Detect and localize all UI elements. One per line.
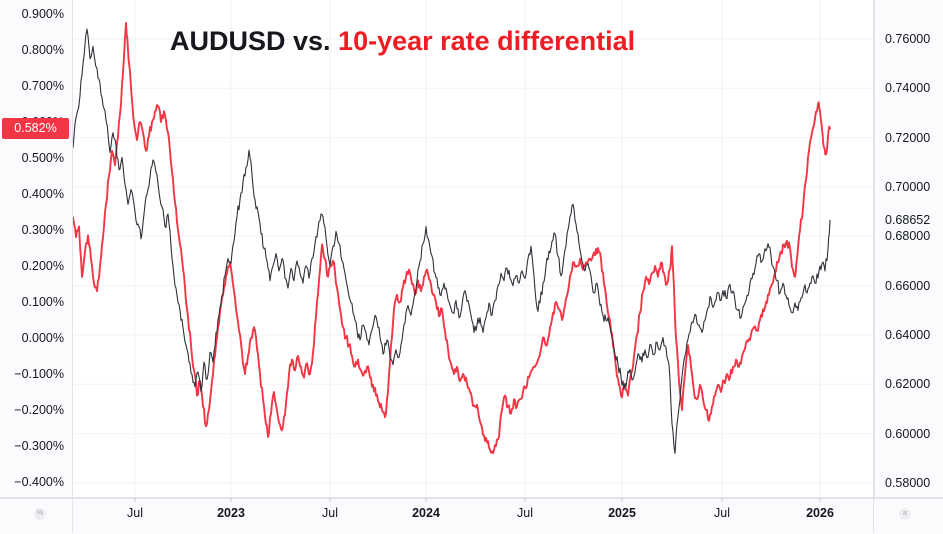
left-axis-tick-label: 0.700% — [21, 79, 64, 93]
left-axis-tick-label: 0.900% — [21, 7, 64, 21]
right-axis-tick-label: 0.76000 — [885, 32, 931, 46]
right-axis-settings-icon[interactable]: a — [899, 508, 911, 520]
right-axis-tick-label: 0.58000 — [885, 476, 931, 490]
left-axis-tick-label: −0.200% — [14, 403, 64, 417]
differential-line — [72, 22, 831, 455]
audusd-last-price-label: 0.68652 — [885, 213, 931, 227]
left-axis-tick-label: −0.300% — [14, 439, 64, 453]
title-differential-text: 10-year rate differential — [338, 26, 636, 56]
right-axis-tick-label: 0.68000 — [885, 229, 931, 243]
audusd-line — [72, 28, 831, 454]
left-axis-settings-icon[interactable]: % — [34, 508, 46, 520]
time-axis[interactable] — [0, 498, 943, 534]
right-price-axis[interactable] — [874, 0, 943, 497]
right-axis-tick-label: 0.60000 — [885, 427, 931, 441]
left-axis-tick-label: 0.100% — [21, 295, 64, 309]
differential-last-price-label: 0.582% — [2, 118, 69, 139]
time-axis-tick-label: Jul — [517, 506, 533, 520]
time-axis-tick-label: 2026 — [806, 506, 834, 520]
time-axis-tick-label: 2023 — [217, 506, 245, 520]
time-axis-tick-label: Jul — [127, 506, 143, 520]
time-axis-tick-label: 2024 — [412, 506, 440, 520]
time-axis-tick-label: Jul — [322, 506, 338, 520]
left-axis-tick-label: 0.500% — [21, 151, 64, 165]
right-axis-tick-label: 0.64000 — [885, 328, 931, 342]
right-axis-tick-label: 0.66000 — [885, 279, 931, 293]
left-axis-tick-label: −0.400% — [14, 475, 64, 489]
left-axis-tick-label: 0.200% — [21, 259, 64, 273]
chart-title: AUDUSD vs. 10-year rate differential — [170, 26, 635, 57]
title-audusd-text: AUDUSD vs. — [170, 26, 339, 56]
left-axis-tick-label: −0.100% — [14, 367, 64, 381]
right-axis-tick-label: 0.72000 — [885, 131, 931, 145]
left-axis-tick-label: 0.300% — [21, 223, 64, 237]
time-axis-tick-label: Jul — [714, 506, 730, 520]
right-axis-tick-label: 0.74000 — [885, 81, 931, 95]
left-axis-tick-label: 0.400% — [21, 187, 64, 201]
left-axis-tick-label: 0.800% — [21, 43, 64, 57]
left-axis-tick-label: 0.000% — [21, 331, 64, 345]
right-axis-tick-label: 0.70000 — [885, 180, 931, 194]
time-axis-tick-label: 2025 — [608, 506, 636, 520]
right-axis-tick-label: 0.62000 — [885, 377, 931, 391]
